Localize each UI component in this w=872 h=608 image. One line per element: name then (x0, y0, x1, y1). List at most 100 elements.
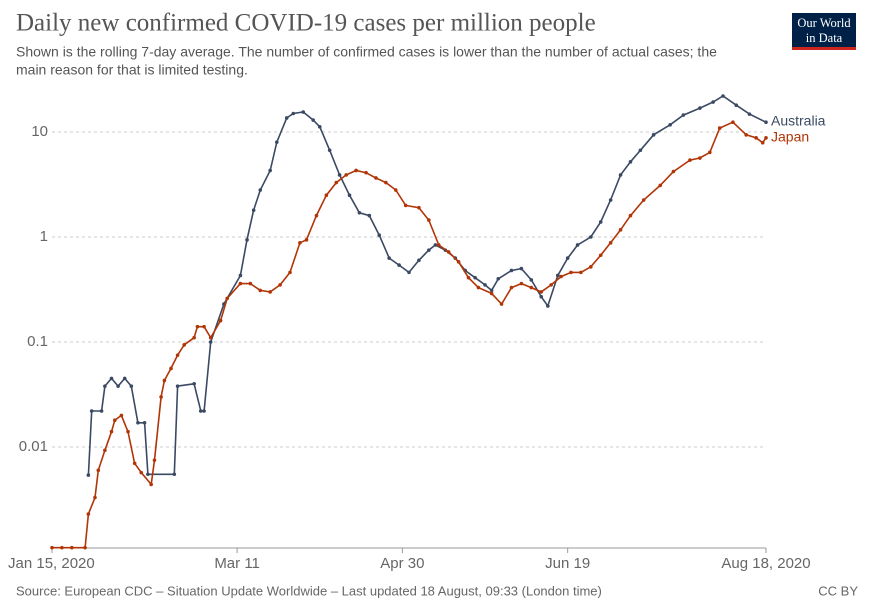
point (473, 275, 477, 280)
point (337, 173, 342, 177)
point (225, 296, 229, 301)
x-tick-label: Jun 19 (545, 555, 590, 572)
point (628, 213, 633, 218)
y-tick-label: 0.01 (19, 438, 48, 455)
point (436, 243, 441, 247)
point (208, 340, 213, 344)
point (136, 421, 140, 425)
point (86, 473, 91, 477)
point (238, 273, 243, 278)
point (109, 429, 114, 434)
point (559, 274, 563, 279)
point (754, 136, 758, 140)
point (466, 275, 471, 280)
point (284, 116, 289, 120)
x-tick-label: Apr 30 (380, 555, 424, 572)
point (344, 173, 348, 177)
x-tick-label: Jan 15, 2020 (8, 555, 95, 572)
point (314, 213, 319, 218)
point (113, 418, 117, 422)
point (579, 270, 583, 275)
point (668, 123, 672, 127)
point (598, 220, 603, 224)
point (711, 100, 715, 104)
license: CC BY (818, 583, 858, 598)
point (483, 283, 487, 287)
point (509, 268, 514, 273)
point (159, 395, 163, 399)
point (476, 285, 481, 290)
point (433, 243, 438, 247)
point (129, 384, 134, 388)
point (364, 170, 368, 175)
point (93, 495, 97, 500)
point (202, 324, 206, 329)
point (182, 343, 187, 347)
point (83, 545, 87, 550)
point (387, 256, 391, 260)
point (122, 376, 127, 381)
point (529, 278, 534, 282)
point (671, 169, 676, 174)
point (509, 285, 514, 290)
point (152, 458, 157, 462)
x-tick-label: Aug 18, 2020 (721, 555, 810, 572)
point (324, 193, 329, 198)
point (238, 281, 243, 286)
point (175, 384, 180, 388)
point (764, 120, 768, 124)
point (116, 384, 120, 388)
point (96, 468, 101, 473)
point (764, 136, 768, 140)
point (575, 243, 580, 247)
point (195, 324, 200, 329)
point (172, 472, 177, 477)
point (734, 103, 739, 107)
logo-box (792, 13, 856, 49)
point (731, 120, 735, 124)
point (446, 250, 451, 254)
series-line (87, 95, 767, 476)
point (744, 133, 748, 137)
point (278, 283, 282, 287)
point (132, 461, 137, 466)
point (327, 148, 332, 153)
point (142, 421, 147, 425)
point (169, 366, 173, 371)
point (496, 276, 501, 281)
point (245, 238, 249, 242)
point (298, 241, 302, 245)
point (489, 288, 494, 293)
point (658, 183, 663, 188)
point (519, 266, 524, 271)
point (539, 294, 544, 299)
point (146, 472, 150, 477)
point (651, 133, 656, 137)
point (149, 482, 153, 487)
point (175, 353, 180, 357)
point (456, 260, 461, 264)
point (139, 470, 144, 475)
point (192, 381, 196, 386)
point (417, 205, 421, 210)
point (407, 270, 411, 275)
point (208, 335, 213, 340)
x-tick-label: Mar 11 (214, 555, 260, 572)
y-tick-label: 10 (31, 123, 48, 140)
point (347, 193, 352, 198)
point (427, 218, 431, 222)
point (50, 545, 54, 550)
point (698, 106, 702, 110)
point (618, 173, 623, 177)
point (162, 378, 167, 383)
point (103, 384, 107, 388)
point (377, 233, 382, 238)
point (60, 545, 64, 550)
logo-text: in Data (806, 31, 843, 45)
point (717, 126, 722, 130)
point (258, 288, 263, 293)
point (489, 291, 494, 296)
point (539, 290, 544, 294)
